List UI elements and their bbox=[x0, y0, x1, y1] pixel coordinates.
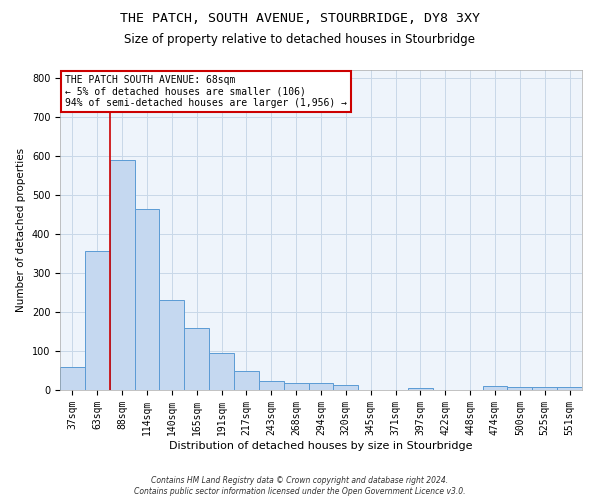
Bar bbox=[184, 328, 209, 390]
X-axis label: Distribution of detached houses by size in Stourbridge: Distribution of detached houses by size … bbox=[169, 440, 473, 450]
Bar bbox=[85, 252, 110, 390]
Bar bbox=[134, 208, 160, 390]
Bar bbox=[508, 387, 532, 390]
Text: Contains public sector information licensed under the Open Government Licence v3: Contains public sector information licen… bbox=[134, 488, 466, 496]
Bar bbox=[259, 382, 284, 390]
Bar bbox=[408, 388, 433, 390]
Bar bbox=[334, 386, 358, 390]
Y-axis label: Number of detached properties: Number of detached properties bbox=[16, 148, 26, 312]
Bar bbox=[308, 382, 334, 390]
Text: Contains HM Land Registry data © Crown copyright and database right 2024.: Contains HM Land Registry data © Crown c… bbox=[151, 476, 449, 485]
Text: THE PATCH, SOUTH AVENUE, STOURBRIDGE, DY8 3XY: THE PATCH, SOUTH AVENUE, STOURBRIDGE, DY… bbox=[120, 12, 480, 26]
Bar bbox=[532, 387, 557, 390]
Text: THE PATCH SOUTH AVENUE: 68sqm
← 5% of detached houses are smaller (106)
94% of s: THE PATCH SOUTH AVENUE: 68sqm ← 5% of de… bbox=[65, 75, 347, 108]
Bar bbox=[234, 372, 259, 390]
Text: Size of property relative to detached houses in Stourbridge: Size of property relative to detached ho… bbox=[125, 32, 476, 46]
Bar bbox=[284, 382, 308, 390]
Bar bbox=[557, 388, 582, 390]
Bar bbox=[60, 366, 85, 390]
Bar bbox=[209, 353, 234, 390]
Bar bbox=[482, 386, 508, 390]
Bar bbox=[160, 300, 184, 390]
Bar bbox=[110, 160, 134, 390]
